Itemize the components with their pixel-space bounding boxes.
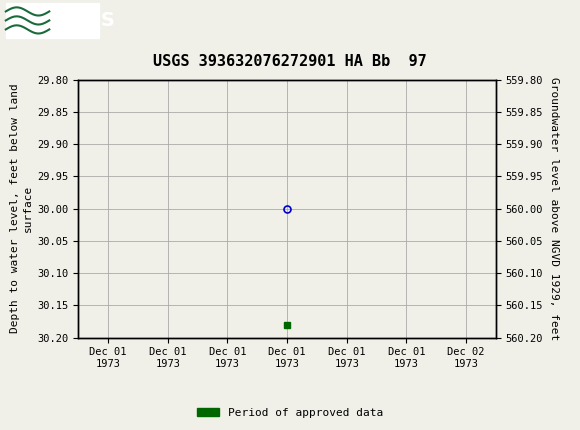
Text: USGS: USGS (55, 11, 115, 30)
Bar (6, 3, 99, 37)
Legend: Period of approved data: Period of approved data (193, 403, 387, 422)
Y-axis label: Depth to water level, feet below land
surface: Depth to water level, feet below land su… (10, 84, 33, 333)
Y-axis label: Groundwater level above NGVD 1929, feet: Groundwater level above NGVD 1929, feet (549, 77, 559, 340)
Text: USGS 393632076272901 HA Bb  97: USGS 393632076272901 HA Bb 97 (153, 54, 427, 69)
